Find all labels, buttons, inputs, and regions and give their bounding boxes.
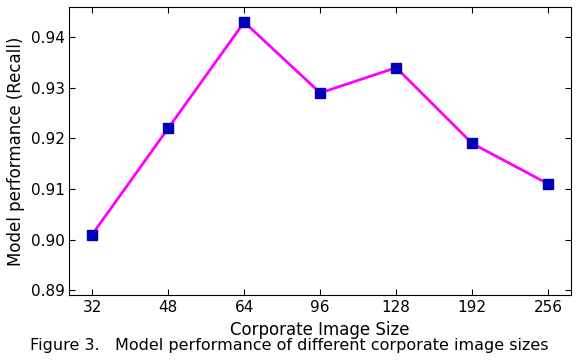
Text: Figure 3.   Model performance of different corporate image sizes: Figure 3. Model performance of different…	[29, 338, 549, 353]
Y-axis label: Model performance (Recall): Model performance (Recall)	[7, 36, 25, 266]
X-axis label: Corporate Image Size: Corporate Image Size	[231, 321, 410, 339]
